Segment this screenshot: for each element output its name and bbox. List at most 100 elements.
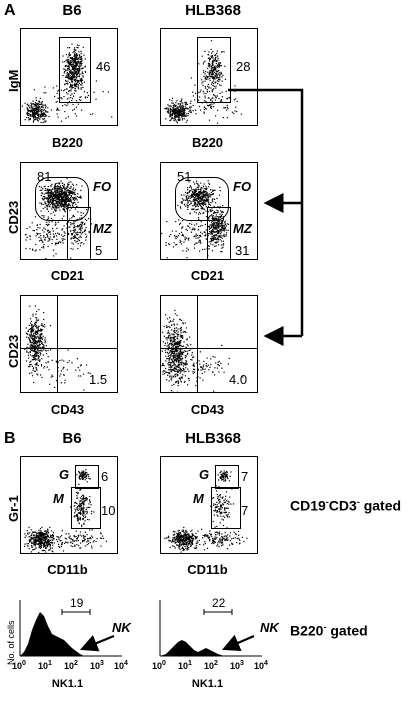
scatter-dot — [28, 357, 30, 359]
scatter-dot — [34, 538, 36, 540]
mz-value: 31 — [235, 243, 250, 258]
scatter-dot — [49, 202, 51, 204]
scatter-dot — [62, 541, 64, 543]
scatter-dot — [66, 88, 68, 90]
scatter-dot — [52, 249, 54, 251]
scatter-dot — [58, 537, 60, 539]
scatter-dot — [71, 66, 74, 68]
scatter-dot — [235, 106, 237, 108]
scatter-dot — [39, 349, 41, 352]
scatter-dot — [169, 119, 171, 121]
scatter-dot — [43, 113, 45, 115]
scatter-dot — [211, 76, 213, 78]
scatter-dot — [37, 357, 40, 359]
scatter-dot — [51, 201, 53, 203]
scatter-dot — [78, 477, 80, 479]
scatter-dot — [173, 104, 176, 106]
scatter-dot — [231, 111, 233, 113]
scatter-dot — [175, 348, 177, 350]
scatter-dot — [54, 204, 56, 206]
scatter-dot — [83, 224, 85, 226]
scatter-dot — [33, 337, 35, 340]
scatter-dot — [47, 529, 49, 531]
scatter-dot — [191, 229, 193, 231]
scatter-dot — [52, 544, 54, 546]
scatter-dot — [234, 98, 237, 100]
scatter-dot — [68, 54, 70, 56]
scatter-dot — [42, 534, 44, 536]
scatter-dot — [64, 379, 66, 381]
scatter-dot — [190, 196, 193, 199]
scatter-dot — [35, 249, 37, 251]
scatter-dot — [236, 100, 238, 103]
scatter-dot — [179, 330, 182, 332]
scatter-dot — [80, 79, 82, 81]
scatter-dot — [215, 362, 217, 364]
scatter-dot — [35, 339, 37, 341]
scatter-dot — [167, 112, 169, 114]
scatter-dot — [71, 75, 73, 78]
scatter-dot — [27, 545, 29, 547]
scatter-dot — [31, 222, 33, 224]
scatter-dot — [82, 541, 84, 543]
scatter-dot — [55, 253, 57, 255]
scatter-dot — [35, 104, 37, 106]
scatter-dot — [194, 203, 196, 205]
scatter-dot — [41, 241, 43, 243]
scatter-dot — [214, 55, 216, 57]
scatter-dot — [75, 241, 77, 243]
scatter-dot — [226, 117, 228, 119]
scatter-dot — [75, 76, 78, 78]
scatter-dot — [187, 113, 189, 115]
scatter-dot — [56, 85, 58, 87]
scatter-dot — [54, 224, 56, 226]
scatter-dot — [36, 358, 38, 360]
scatter-dot — [175, 114, 177, 116]
scatter-dot — [42, 229, 44, 231]
scatter-dot — [47, 202, 50, 204]
scatter-dot — [212, 51, 214, 53]
scatter-dot — [62, 203, 64, 205]
scatter-dot — [67, 542, 69, 544]
scatter-dot — [78, 80, 80, 82]
scatter-dot — [170, 115, 172, 117]
scatter-dot — [217, 230, 219, 232]
scatter-dot — [50, 109, 52, 111]
scatter-dot — [173, 362, 175, 364]
scatter-dot — [189, 190, 191, 192]
scatter-dot — [221, 251, 223, 253]
scatter-dot — [31, 329, 33, 331]
scatter-dot — [203, 208, 206, 210]
scatter-dot — [195, 233, 197, 235]
scatter-dot — [79, 65, 81, 67]
scatter-dot — [31, 544, 33, 547]
scatter-dot — [51, 197, 53, 199]
scatter-dot — [49, 544, 51, 546]
scatter-dot — [66, 369, 68, 371]
scatter-dot — [219, 230, 221, 232]
scatter-dot — [84, 472, 87, 474]
scatter-dot — [81, 56, 83, 58]
scatter-dot — [39, 354, 41, 356]
scatter-dot — [77, 65, 79, 67]
scatter-dot — [68, 73, 70, 75]
scatter-dot — [33, 230, 35, 232]
scatter-dot — [209, 209, 211, 211]
scatter-dot — [83, 503, 85, 505]
scatter-dot — [213, 217, 215, 220]
scatter-dot — [84, 473, 86, 475]
scatter-dot — [177, 338, 179, 340]
scatter-dot — [40, 334, 42, 336]
scatter-dot — [78, 55, 80, 57]
scatter-dot — [59, 195, 61, 197]
scatter-dot — [195, 188, 197, 190]
scatter-dot — [174, 376, 177, 378]
scatter-dot — [189, 102, 192, 104]
scatter-dot — [185, 360, 187, 362]
scatter-dot — [81, 73, 83, 75]
scatter-dot — [31, 324, 33, 326]
scatter-dot — [195, 194, 197, 196]
scatter-dot — [191, 352, 193, 354]
scatter-dot — [202, 90, 204, 92]
scatter-dot — [57, 182, 59, 184]
